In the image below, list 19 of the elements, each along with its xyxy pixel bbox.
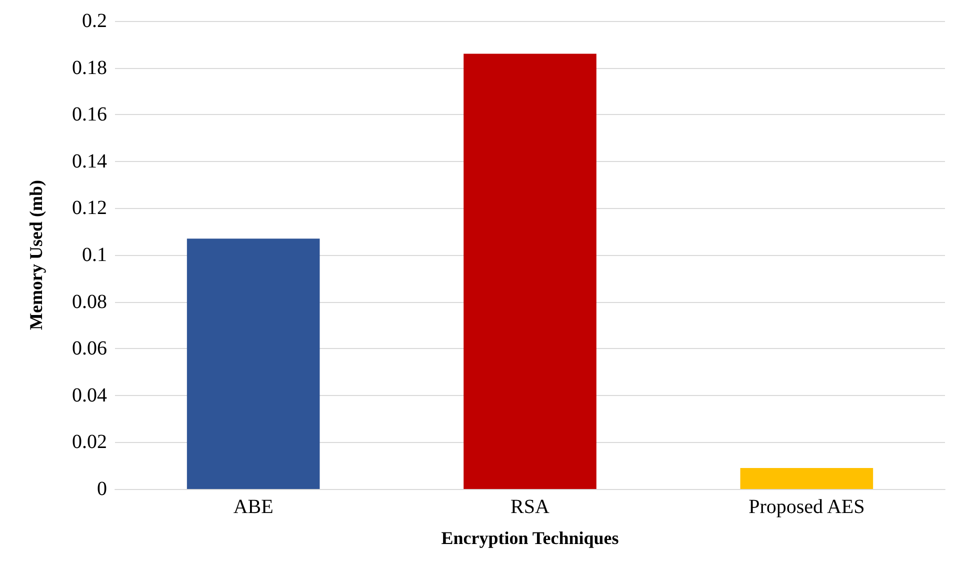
y-tick-label: 0.1	[82, 244, 107, 266]
bar	[464, 54, 596, 489]
y-axis-title: Memory Used (mb)	[26, 180, 46, 330]
y-tick-label: 0	[97, 478, 107, 500]
bar	[740, 468, 874, 489]
y-tick-label: 0.02	[72, 431, 107, 454]
x-tick-label: ABE	[233, 496, 274, 518]
y-tick-label: 0.14	[72, 150, 107, 172]
y-tick-label: 0.04	[72, 384, 107, 406]
x-axis-title: Encryption Techniques	[441, 528, 619, 548]
y-tick-label: 0.18	[72, 56, 107, 79]
y-tick-label: 0.2	[82, 10, 107, 32]
x-tick-label: Proposed AES	[748, 496, 865, 518]
y-tick-label: 0.12	[72, 197, 107, 220]
y-tick-label: 0.06	[72, 338, 107, 360]
y-tick-label: 0.16	[72, 104, 107, 126]
y-tick-label: 0.08	[72, 290, 107, 313]
x-tick-label: RSA	[510, 496, 550, 518]
bar	[186, 238, 320, 489]
